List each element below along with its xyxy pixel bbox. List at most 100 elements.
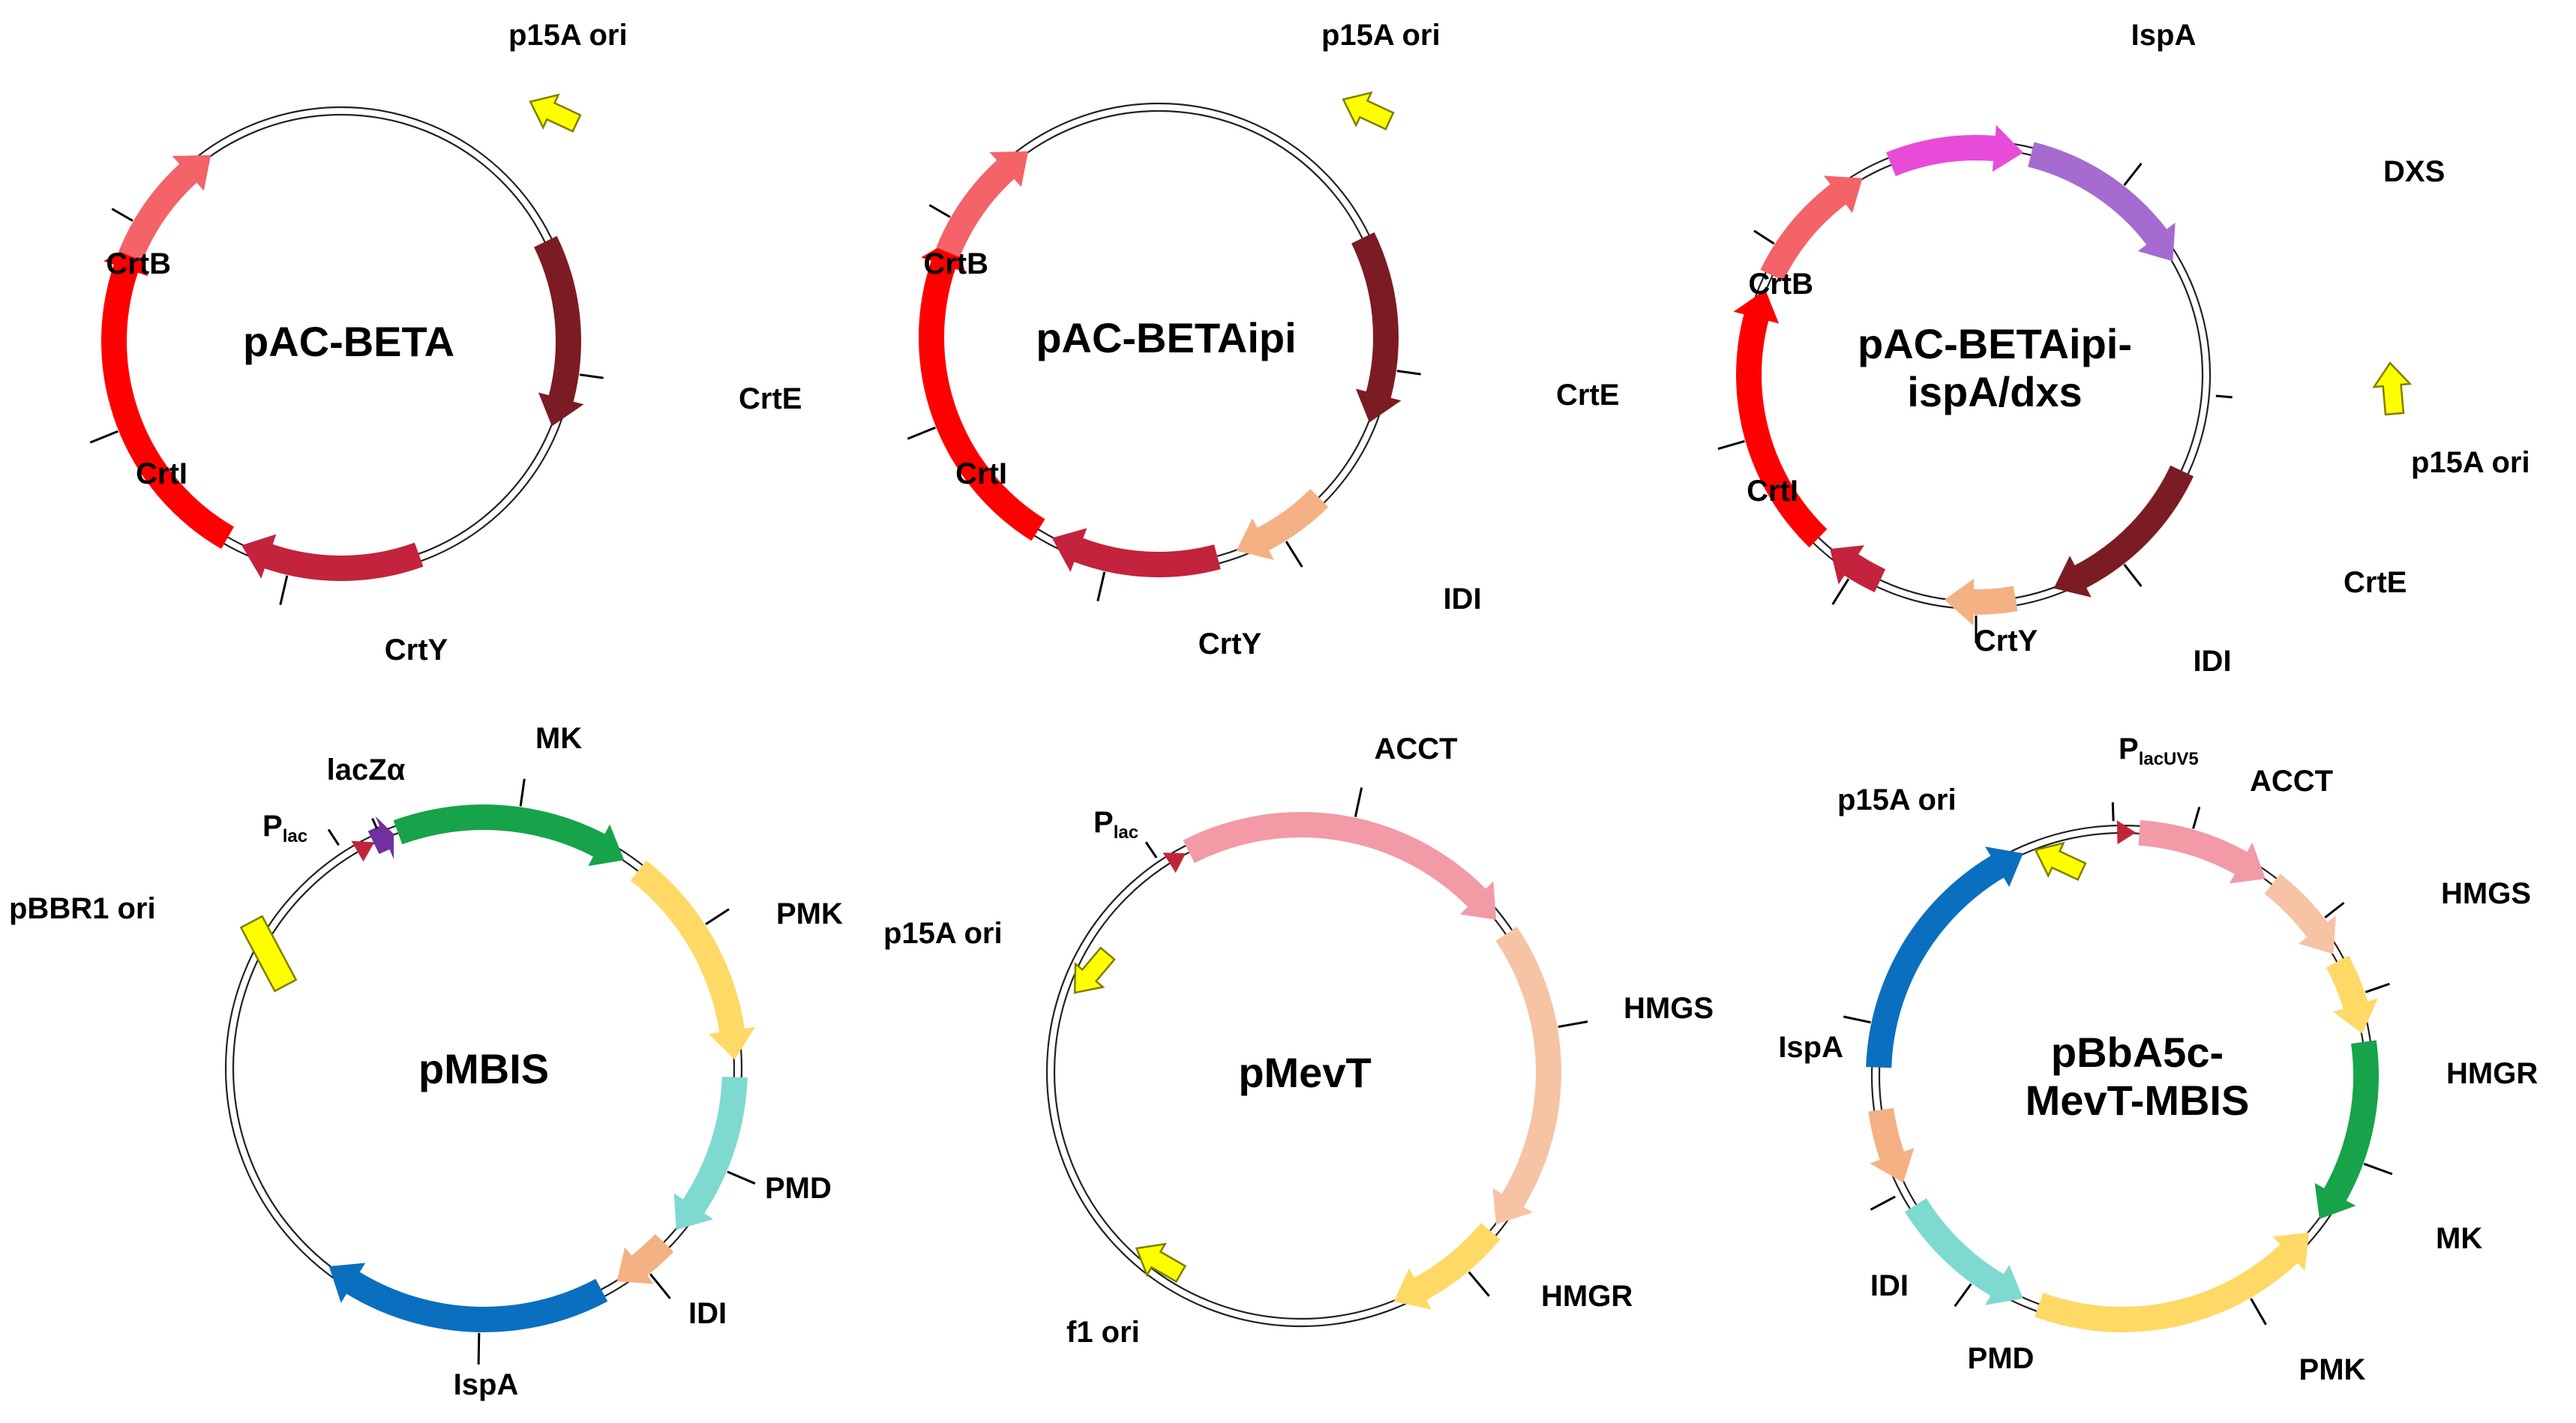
- ori-arrow-icon: [2372, 361, 2413, 416]
- hmgs-label: HMGS: [2441, 877, 2531, 910]
- crty-label: CrtY: [1975, 625, 2038, 658]
- idi-label: IDI: [688, 1297, 727, 1330]
- idi-gene-arrow: [1236, 489, 1329, 560]
- plasmid-title: pAC-BETAipi-ispA/dxs: [1858, 320, 2132, 415]
- p15a-ori-label: p15A ori: [1321, 19, 1441, 52]
- crti-leader-line: [89, 430, 118, 444]
- crtb-leader-line: [1753, 229, 1775, 245]
- hmgs-gene-arrow: [1492, 926, 1561, 1225]
- plasmid-map-pac-betaipi-ispa-dxs: IspA DXS p15A ori CrtE IDI CrtY CrtI CrtB pAC-BE…: [1717, 19, 2530, 678]
- crti-gene-arrow: [1733, 289, 1828, 548]
- hmgr-gene-arrow: [2326, 955, 2378, 1034]
- promoter-triangle-icon: [1162, 852, 1186, 873]
- plac-leader-line: [1144, 841, 1158, 858]
- idi-gene-arrow: [1868, 1107, 1915, 1183]
- crty-leader-line: [279, 575, 289, 606]
- crti-label: CrtI: [1747, 475, 1798, 508]
- crtb-label: CrtB: [1748, 268, 1813, 301]
- acct-leader-line: [1354, 787, 1363, 817]
- ori-arrow-icon: [1073, 946, 1116, 994]
- lacz-alpha-marker: [367, 816, 394, 859]
- lacz-leader-line: [371, 817, 379, 829]
- ispa-label: IspA: [2131, 19, 2197, 52]
- dxs-leader-line: [2123, 162, 2143, 186]
- crte-label: CrtE: [739, 382, 802, 415]
- p15a-ori-label: p15A ori: [2411, 446, 2530, 479]
- pbbr1-ori-label: pBBR1 ori: [9, 892, 156, 925]
- plasmid-map-pmbis: MK lacZα Plac pBBR1 ori PMK PMD IDI IspA pMBIS: [9, 722, 843, 1401]
- hmgs-gene-arrow: [2264, 873, 2336, 954]
- ispa-gene-arrow: [1886, 124, 2023, 176]
- hmgr-gene-arrow: [1393, 1223, 1501, 1310]
- crty-gene-arrow: [1051, 528, 1221, 577]
- ori-arrow-icon: [1135, 1242, 1187, 1284]
- crty-leader-line: [1096, 571, 1106, 602]
- crti-label: CrtI: [955, 457, 1007, 490]
- crtb-leader-line: [111, 208, 133, 222]
- mk-leader-line: [519, 778, 526, 807]
- plasmid-title: pBbA5c-MevT-MBIS: [2026, 1029, 2250, 1124]
- acct-label: ACCT: [2250, 765, 2333, 798]
- crtb-gene-arrow: [936, 151, 1029, 257]
- crti-gene-arrow: [101, 241, 234, 550]
- mk-gene-arrow: [2314, 1040, 2379, 1220]
- ori-box-icon: [239, 915, 298, 993]
- acct-label: ACCT: [1374, 732, 1457, 765]
- hmgs-leader-line: [2324, 901, 2345, 919]
- pmk-label: PMK: [2299, 1353, 2366, 1386]
- crti-gene-arrow: [919, 238, 1045, 541]
- pmk-gene-arrow: [2035, 1232, 2309, 1332]
- placuv5-label: PlacUV5: [2119, 732, 2199, 769]
- p15a-ori-label: p15A ori: [508, 19, 628, 52]
- crte-gene-arrow: [534, 235, 584, 427]
- plasmid-title: pAC-BETA: [243, 318, 454, 365]
- crte-label: CrtE: [2344, 566, 2407, 599]
- crtb-label: CrtB: [923, 247, 988, 280]
- promoter-triangle-icon: [351, 840, 375, 862]
- pmd-gene-arrow: [1904, 1198, 2023, 1305]
- ispa-gene-arrow: [1866, 846, 2023, 1068]
- ispa-leader-line: [477, 1332, 481, 1365]
- promoter-triangle-icon: [2116, 820, 2137, 845]
- crte-leader-line: [1396, 370, 1421, 376]
- pmd-label: PMD: [1968, 1342, 2035, 1375]
- hmgr-label: HMGR: [2446, 1057, 2538, 1090]
- ispa-gene-arrow: [328, 1263, 608, 1332]
- idi-gene-arrow: [1944, 578, 2018, 626]
- idi-label: IDI: [2193, 645, 2231, 678]
- mk-label: MK: [535, 722, 582, 755]
- pmd-label: PMD: [765, 1172, 832, 1205]
- hmgr-label: HMGR: [1541, 1280, 1633, 1313]
- crtb-leader-line: [928, 204, 951, 218]
- mk-leader-line: [2363, 1162, 2393, 1176]
- crtb-label: CrtB: [106, 247, 171, 280]
- lacz-label: lacZα: [327, 753, 406, 786]
- crte-gene-arrow: [2053, 465, 2194, 598]
- plasmid-map-pac-beta: p15A ori CrtE CrtY CrtI CrtB pAC-BETA: [89, 19, 802, 667]
- dxs-label: DXS: [2383, 155, 2445, 188]
- pmk-gene-arrow: [630, 860, 756, 1060]
- idi-gene-arrow: [616, 1233, 674, 1284]
- pmk-leader-line: [705, 908, 730, 926]
- hmgr-leader-line: [1468, 1271, 1490, 1297]
- crty-label: CrtY: [385, 634, 448, 667]
- plasmid-map-pbba5c-mevt-mbis: PlacUV5 ACCT p15A ori HMGS HMGR IspA MK IDI PMD P…: [1778, 732, 2538, 1386]
- hmgs-leader-line: [1558, 1020, 1588, 1029]
- pmk-label: PMK: [776, 897, 843, 930]
- ispa-label: IspA: [1778, 1031, 1843, 1064]
- plasmid-map-pmevt: ACCT Plac p15A ori HMGS HMGR f1 ori pMevT: [883, 732, 1714, 1349]
- ori-arrow-icon: [1342, 91, 1395, 130]
- idi-label: IDI: [1870, 1269, 1909, 1302]
- crtb-gene-arrow: [118, 154, 211, 261]
- plac-label: Plac: [262, 810, 307, 846]
- hmgr-leader-line: [2365, 982, 2390, 993]
- plac-leader-line: [327, 828, 340, 846]
- crty-gene-arrow: [241, 534, 424, 582]
- crte-gene-arrow: [1351, 232, 1402, 423]
- crty-leader-line: [1831, 578, 1850, 605]
- crte-leader-line: [2123, 564, 2143, 588]
- crti-label: CrtI: [136, 457, 187, 490]
- p15a-ori-leader-line: [2215, 394, 2233, 399]
- idi-leader-line: [1870, 1195, 1896, 1211]
- plac-label: Plac: [1093, 806, 1138, 843]
